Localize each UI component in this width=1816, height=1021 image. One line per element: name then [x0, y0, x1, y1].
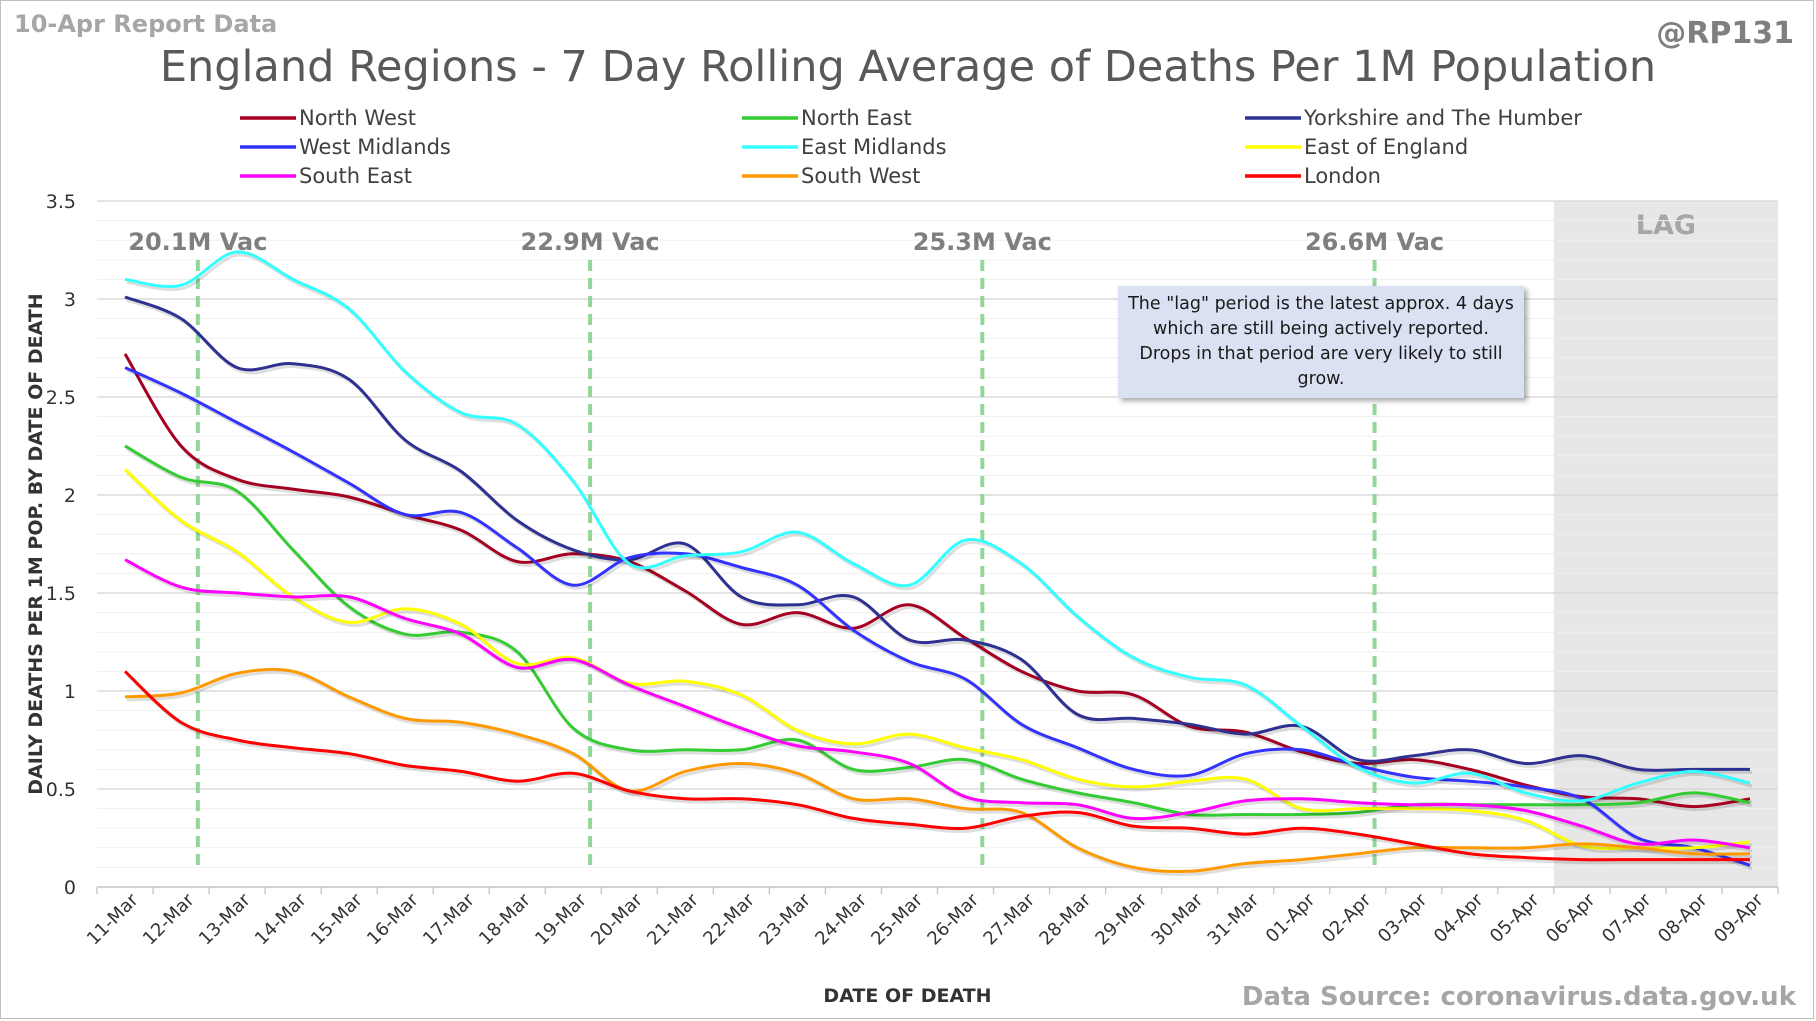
- series-line-shadow: [126, 369, 1753, 870]
- legend-label: North West: [299, 106, 416, 130]
- author-handle: @RP131: [1656, 16, 1794, 51]
- x-tick-label: 02-Apr: [1318, 889, 1376, 947]
- y-tick-label: 1.5: [46, 583, 76, 605]
- x-tick-label: 15-Mar: [307, 889, 367, 949]
- chart-title: England Regions - 7 Day Rolling Average …: [159, 42, 1657, 92]
- x-tick-label: 06-Apr: [1542, 889, 1600, 947]
- y-tick-label: 3: [64, 289, 76, 311]
- series-line: [124, 558, 1751, 850]
- series-line-shadow: [126, 670, 1753, 877]
- x-tick-label: 24-Mar: [811, 889, 871, 949]
- x-tick-label: 28-Mar: [1035, 889, 1095, 949]
- x-tick-label: 03-Apr: [1374, 889, 1432, 947]
- lag-region: [1553, 201, 1778, 887]
- x-tick-label: 05-Apr: [1486, 889, 1544, 947]
- lag-note: The "lag" period is the latest approx. 4…: [1118, 286, 1524, 398]
- legend-label: South West: [801, 164, 920, 188]
- x-tick-label: 07-Apr: [1598, 889, 1656, 947]
- y-tick-label: 3.5: [46, 191, 76, 213]
- legend-label: West Midlands: [299, 135, 451, 159]
- series-line: [124, 667, 1751, 874]
- vaccination-marker-label: 26.6M Vac: [1305, 228, 1444, 256]
- x-tick-label: 18-Mar: [475, 889, 535, 949]
- x-tick-label: 22-Mar: [699, 889, 759, 949]
- series-line-shadow: [125, 673, 1752, 865]
- series-line-shadow: [126, 447, 1753, 820]
- y-tick-label: 1: [64, 681, 76, 703]
- legend-label: East of England: [1304, 135, 1468, 159]
- series-line: [124, 366, 1751, 867]
- x-tick-label: 16-Mar: [363, 889, 423, 949]
- legend-label: North East: [801, 106, 912, 130]
- legend-label: South East: [299, 164, 412, 188]
- series-line: [123, 353, 1751, 809]
- legend-label: East Midlands: [801, 135, 947, 159]
- legend-label: London: [1304, 164, 1381, 188]
- x-tick-label: 08-Apr: [1654, 889, 1712, 947]
- y-tick-label: 2: [64, 485, 76, 507]
- legend-label: Yorkshire and The Humber: [1303, 106, 1582, 130]
- x-axis-title: DATE OF DEATH: [823, 985, 991, 1007]
- vaccination-marker-label: 25.3M Vac: [913, 228, 1052, 256]
- series-line: [124, 250, 1751, 803]
- lag-label: LAG: [1636, 210, 1696, 241]
- x-tick-label: 21-Mar: [643, 889, 703, 949]
- x-tick-label: 12-Mar: [139, 889, 199, 949]
- x-tick-label: 26-Mar: [923, 889, 983, 949]
- x-tick-label: 14-Mar: [251, 889, 311, 949]
- series-line: [123, 468, 1751, 850]
- x-tick-label: 31-Mar: [1204, 889, 1264, 949]
- x-tick-label: 25-Mar: [867, 889, 927, 949]
- x-tick-label: 01-Apr: [1262, 889, 1320, 947]
- x-tick-label: 09-Apr: [1710, 889, 1768, 947]
- series-line: [124, 295, 1750, 772]
- vaccination-marker-label: 22.9M Vac: [521, 228, 660, 256]
- x-tick-label: 04-Apr: [1430, 889, 1488, 947]
- x-tick-label: 17-Mar: [419, 889, 479, 949]
- x-tick-label: 30-Mar: [1148, 889, 1208, 949]
- x-tick-label: 19-Mar: [531, 889, 591, 949]
- x-tick-label: 23-Mar: [755, 889, 815, 949]
- y-tick-label: 0: [64, 877, 76, 899]
- x-tick-label: 13-Mar: [195, 889, 255, 949]
- series-line-shadow: [125, 471, 1753, 853]
- x-tick-label: 27-Mar: [979, 889, 1039, 949]
- data-source: Data Source: coronavirus.data.gov.uk: [1241, 982, 1796, 1012]
- x-tick-label: 11-Mar: [83, 889, 143, 949]
- report-date-label: 10-Apr Report Data: [14, 10, 278, 38]
- series-line: [123, 670, 1750, 862]
- x-tick-label: 29-Mar: [1091, 889, 1151, 949]
- y-tick-label: 2.5: [46, 387, 76, 409]
- x-tick-label: 20-Mar: [587, 889, 647, 949]
- y-tick-label: 0.5: [46, 779, 76, 801]
- y-axis-title: DAILY DEATHS PER 1M POP. BY DATE OF DEAT…: [25, 293, 47, 794]
